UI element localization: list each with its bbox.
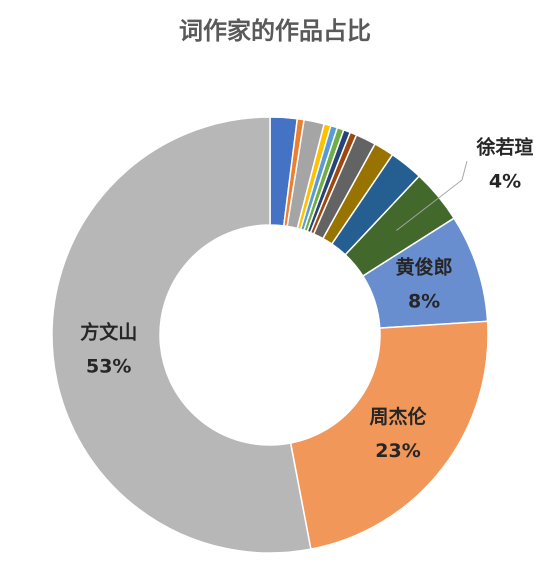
slice-value-label: 8% [408,290,440,312]
chart-title: 词作家的作品占比 [179,17,371,45]
slice-label: 周杰伦 [369,405,427,428]
slice [51,116,312,554]
slice-label: 黄俊郎 [396,255,453,278]
slice-value-label: 23% [375,440,420,462]
slice-value-label: 4% [489,171,521,193]
slice-value-label: 53% [86,356,131,378]
slice-label: 方文山 [80,321,137,344]
slice [289,320,489,551]
slice-label: 徐若瑄 [475,136,533,159]
leader-line [396,160,468,231]
